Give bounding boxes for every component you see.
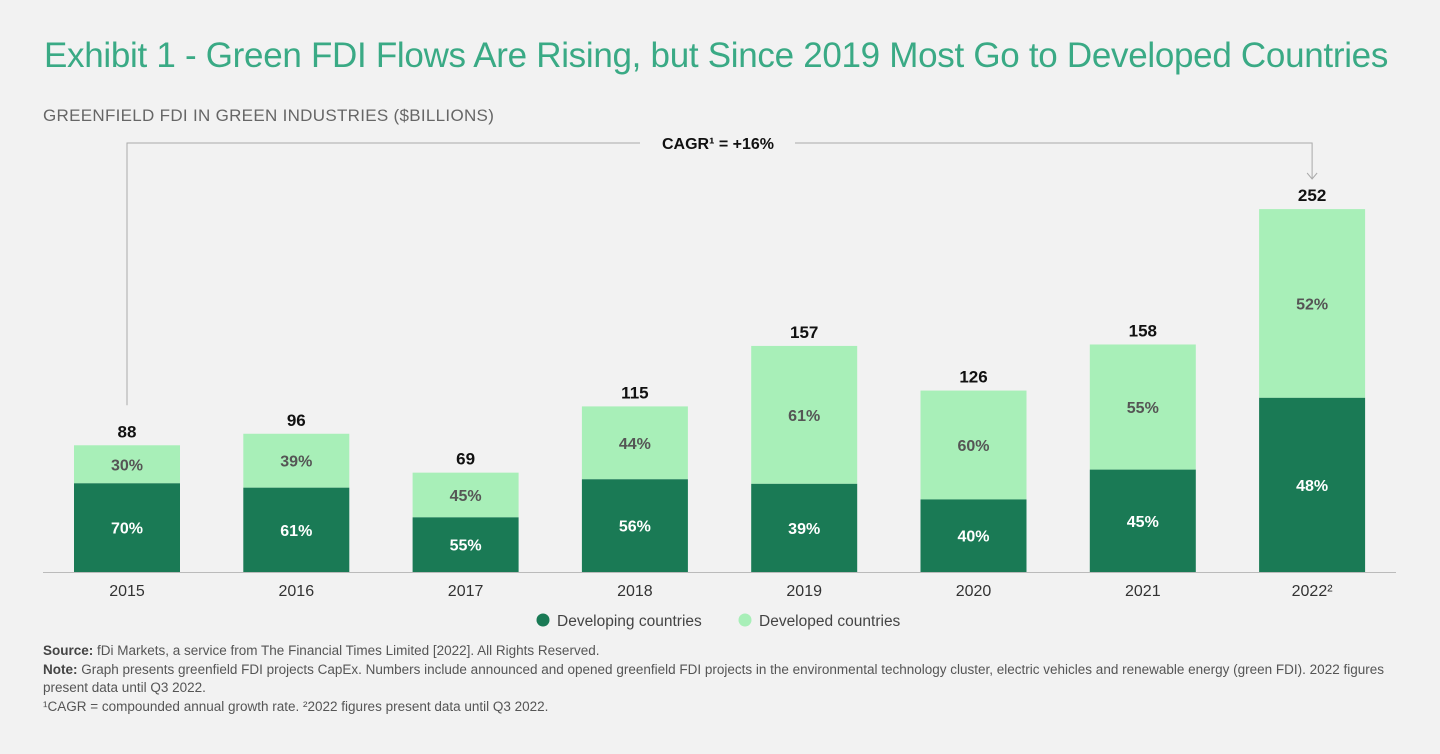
bar-developed bbox=[74, 445, 180, 484]
bar-developing bbox=[751, 483, 858, 572]
x-tick-label: 2019 bbox=[786, 583, 822, 600]
x-tick-label: 2015 bbox=[109, 583, 145, 600]
label-developing: 48% bbox=[1296, 478, 1328, 495]
footnotes: Source: fDi Markets, a service from The … bbox=[43, 642, 1403, 716]
x-tick-label: 2018 bbox=[617, 583, 653, 600]
bar-developing bbox=[920, 499, 1027, 572]
label-developing: 40% bbox=[957, 529, 989, 546]
x-tick-label: 2021 bbox=[1125, 583, 1161, 600]
footnote: ¹CAGR = compounded annual growth rate. ²… bbox=[43, 698, 549, 714]
bar-developed bbox=[243, 433, 350, 488]
label-developing: 70% bbox=[111, 521, 143, 538]
source-note: Source: fDi Markets, a service from The … bbox=[43, 643, 600, 658]
cagr-annotation: CAGR¹ = +16% bbox=[662, 136, 774, 153]
label-developed: 45% bbox=[450, 488, 482, 505]
bar-developed bbox=[1089, 344, 1196, 470]
bar-developing bbox=[581, 479, 688, 572]
label-developing: 55% bbox=[450, 538, 482, 555]
bar-developed bbox=[920, 390, 1027, 500]
bar-developed bbox=[1259, 209, 1366, 398]
stacked-bar-chart: 70% 30% 88 2015 61% 39% 96 2016 55% 45% 69 2017 56% 4… bbox=[43, 136, 1396, 630]
total-label: 115 bbox=[621, 383, 648, 402]
bar-developed bbox=[751, 345, 858, 484]
label-developing: 45% bbox=[1127, 514, 1159, 531]
label-developing: 56% bbox=[619, 519, 651, 536]
label-developing: 61% bbox=[280, 523, 312, 540]
total-label: 252 bbox=[1298, 186, 1326, 205]
bar-developing bbox=[1089, 469, 1196, 572]
bar-developed bbox=[581, 406, 688, 480]
legend-marker-developed bbox=[738, 613, 752, 627]
total-label: 96 bbox=[287, 411, 306, 430]
x-tick-label: 2017 bbox=[448, 583, 484, 600]
legend-label-developing: Developing countries bbox=[557, 613, 702, 630]
label-developed: 39% bbox=[280, 454, 312, 471]
total-label: 158 bbox=[1129, 321, 1157, 340]
label-developed: 52% bbox=[1296, 296, 1328, 313]
cagr-arrow bbox=[1306, 172, 1318, 180]
label-developed: 44% bbox=[619, 436, 651, 453]
legend-label-developed: Developed countries bbox=[759, 613, 901, 630]
cagr-bracket bbox=[126, 142, 1313, 406]
total-label: 69 bbox=[456, 450, 475, 469]
label-developed: 60% bbox=[957, 438, 989, 455]
total-label: 126 bbox=[959, 368, 987, 387]
bar-developed bbox=[412, 472, 519, 518]
legend-marker-developing bbox=[536, 613, 550, 627]
x-tick-label: 2020 bbox=[956, 583, 992, 600]
label-developing: 39% bbox=[788, 521, 820, 538]
chart-title: Exhibit 1 - Green FDI Flows Are Rising, … bbox=[44, 36, 1389, 75]
total-label: 88 bbox=[118, 422, 137, 441]
bar-developing bbox=[1259, 397, 1366, 572]
bar-developing bbox=[243, 487, 350, 572]
x-tick-label: 2016 bbox=[279, 583, 315, 600]
label-developed: 61% bbox=[788, 408, 820, 425]
bar-developing bbox=[74, 483, 180, 572]
note: Note: Graph presents greenfield FDI proj… bbox=[43, 661, 1384, 696]
chart-subtitle: GREENFIELD FDI IN GREEN INDUSTRIES ($BIL… bbox=[43, 106, 495, 125]
bar-developing bbox=[412, 517, 519, 572]
label-developed: 30% bbox=[111, 457, 143, 474]
total-label: 157 bbox=[790, 323, 818, 342]
x-tick-label: 2022² bbox=[1292, 583, 1334, 600]
label-developed: 55% bbox=[1127, 400, 1159, 417]
